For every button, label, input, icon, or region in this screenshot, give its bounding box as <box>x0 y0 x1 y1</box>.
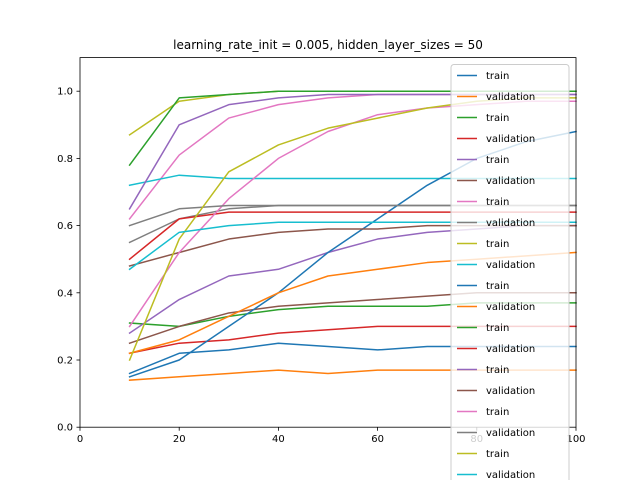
legend-label-13: validation <box>486 344 535 355</box>
legend: train validation train validation train valid… <box>450 64 570 480</box>
y-tick-label: 0.0 <box>57 423 73 434</box>
legend-label-15: validation <box>486 386 535 397</box>
legend-label-0: train <box>486 71 509 82</box>
x-tick-label: 0 <box>77 434 83 445</box>
chart-title: learning_rate_init = 0.005, hidden_layer… <box>173 38 483 52</box>
x-tick-label: 20 <box>173 434 186 445</box>
legend-label-1: validation <box>486 92 535 103</box>
y-tick-label: 0.2 <box>57 356 73 367</box>
legend-label-16: train <box>486 407 509 418</box>
legend-label-2: train <box>486 113 509 124</box>
y-tick-label: 0.8 <box>57 154 73 165</box>
legend-label-3: validation <box>486 134 535 145</box>
legend-label-17: validation <box>486 428 535 439</box>
y-axis: 0.0 0.2 0.4 0.6 0.8 1.0 <box>57 87 80 434</box>
legend-label-18: train <box>486 449 509 460</box>
legend-label-5: validation <box>486 176 535 187</box>
plot-frame <box>79 57 577 428</box>
legend-label-4: train <box>486 155 509 166</box>
y-tick-label: 1.0 <box>57 87 73 98</box>
legend-label-6: train <box>486 197 509 208</box>
x-tick-label: 40 <box>272 434 285 445</box>
x-tick-label: 100 <box>566 434 585 445</box>
legend-box <box>450 64 570 480</box>
legend-label-14: train <box>486 365 509 376</box>
y-tick-label: 0.4 <box>57 288 73 299</box>
legend-label-7: validation <box>486 218 535 229</box>
legend-label-10: train <box>486 281 509 292</box>
legend-label-12: train <box>486 323 509 334</box>
legend-label-8: train <box>486 239 509 250</box>
legend-label-11: validation <box>486 302 535 313</box>
legend-label-9: validation <box>486 260 535 271</box>
y-tick-label: 0.6 <box>57 221 73 232</box>
x-tick-label: 60 <box>371 434 384 445</box>
legend-label-19: validation <box>486 470 535 480</box>
